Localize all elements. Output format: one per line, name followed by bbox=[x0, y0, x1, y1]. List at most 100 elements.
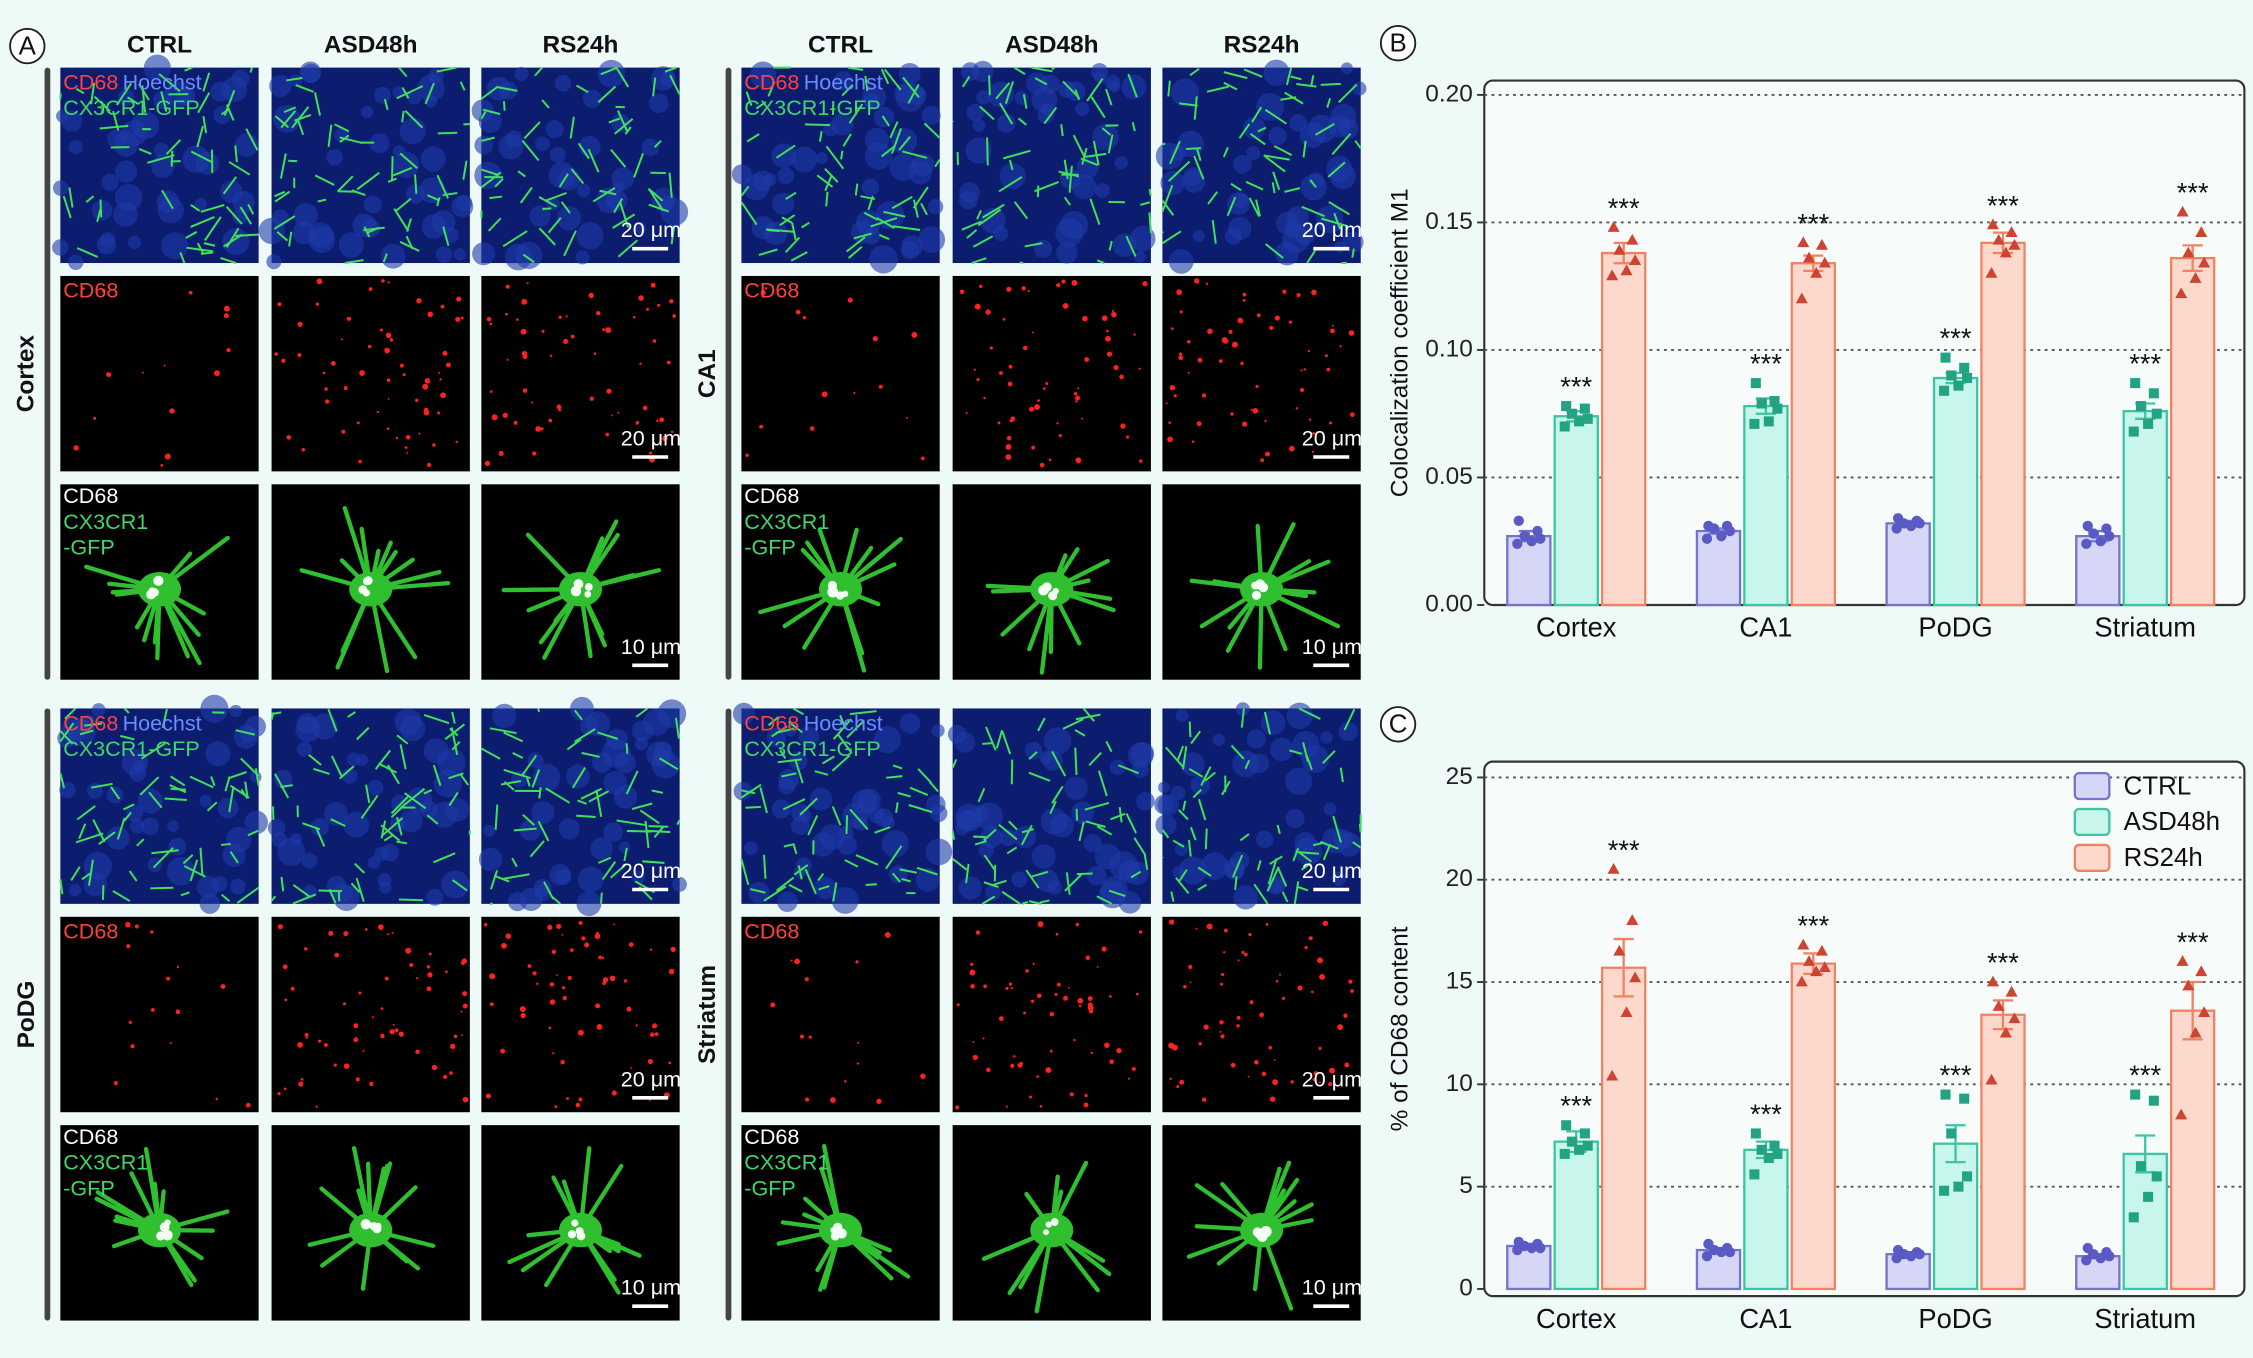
nucleus bbox=[966, 103, 985, 122]
y-tick-label: 0.05 bbox=[1425, 463, 1473, 490]
significance: *** bbox=[1797, 910, 1829, 941]
cd68-signal bbox=[305, 1036, 308, 1039]
nucleus bbox=[976, 90, 991, 105]
cd68-granule bbox=[830, 1226, 837, 1234]
nucleus bbox=[853, 816, 868, 831]
microglia-process bbox=[537, 820, 550, 842]
region-bar bbox=[725, 67, 732, 680]
cd68-signal bbox=[541, 329, 545, 333]
microglia-process bbox=[522, 814, 535, 826]
microglia-process bbox=[383, 834, 394, 842]
nucleus bbox=[927, 199, 944, 215]
cd68-signal bbox=[437, 411, 440, 415]
microglia-process bbox=[625, 743, 629, 754]
nucleus bbox=[576, 891, 602, 917]
nucleus bbox=[1160, 170, 1185, 196]
cd68-signal bbox=[770, 1002, 776, 1008]
microglia-process bbox=[274, 190, 291, 203]
microglia-process bbox=[966, 229, 978, 239]
microglia-process bbox=[350, 882, 361, 894]
cd68-signal bbox=[438, 371, 441, 374]
y-axis-label: Colocalization coefficient M1 bbox=[1386, 188, 1413, 497]
cd68-signal bbox=[346, 316, 352, 321]
cd68-signal bbox=[1303, 368, 1306, 371]
microglia-process bbox=[317, 198, 327, 203]
data-point bbox=[1756, 398, 1767, 409]
microglia-process bbox=[239, 206, 253, 225]
nucleus bbox=[143, 54, 171, 82]
microglia-process bbox=[1314, 123, 1335, 136]
microglia-process bbox=[854, 183, 859, 196]
nucleus bbox=[873, 726, 901, 754]
cd68-signal bbox=[1242, 292, 1247, 297]
microglia-process bbox=[1108, 889, 1126, 898]
microglia-process bbox=[1310, 75, 1315, 86]
cd68-signal bbox=[1168, 421, 1171, 424]
nucleus bbox=[777, 891, 798, 913]
cd68-signal bbox=[1039, 462, 1045, 468]
microglia-process bbox=[448, 791, 459, 807]
cd68-signal bbox=[551, 949, 557, 955]
cd68-signal bbox=[649, 451, 653, 455]
nucleus bbox=[324, 802, 348, 826]
nucleus bbox=[576, 183, 591, 198]
microglia-process bbox=[482, 108, 501, 116]
cd68-signal bbox=[126, 944, 131, 949]
microglia-process bbox=[1249, 133, 1266, 146]
data-point bbox=[1769, 1140, 1780, 1151]
microglia-process bbox=[288, 231, 293, 247]
microglia-process bbox=[1169, 140, 1181, 165]
cd68-signal bbox=[1265, 923, 1269, 926]
cd68-signal bbox=[638, 295, 644, 301]
nucleus bbox=[614, 752, 636, 774]
microglia-process bbox=[909, 786, 929, 796]
microglia-process bbox=[313, 767, 330, 775]
cd68-signal bbox=[213, 370, 220, 377]
cell-label: CD68 bbox=[63, 1124, 118, 1149]
microglia-process bbox=[988, 75, 991, 96]
microglia-process bbox=[1008, 820, 1018, 831]
data-point bbox=[1566, 1136, 1577, 1147]
microglia-process bbox=[617, 110, 629, 133]
cd68-signal bbox=[424, 377, 431, 384]
cd68-signal bbox=[1242, 298, 1246, 302]
nucleus bbox=[1256, 830, 1274, 849]
cd68-signal bbox=[150, 1008, 155, 1012]
cd68-signal bbox=[1168, 1042, 1175, 1049]
cd68-signal bbox=[462, 1096, 469, 1103]
significance: *** bbox=[1560, 1090, 1592, 1121]
microglia-process bbox=[917, 768, 932, 784]
nucleus bbox=[1192, 229, 1205, 243]
microglia-process bbox=[327, 124, 333, 147]
cd68-signal bbox=[1073, 1038, 1076, 1042]
cd68-signal bbox=[169, 408, 175, 414]
data-point bbox=[2151, 408, 2162, 419]
cd68-signal bbox=[857, 1041, 860, 1044]
data-point bbox=[2008, 238, 2021, 250]
cd68-signal bbox=[394, 1028, 399, 1033]
cd68-granule bbox=[1052, 587, 1059, 595]
microglia-process bbox=[1031, 66, 1053, 73]
cd68-signal bbox=[498, 450, 504, 456]
microglia-process bbox=[247, 203, 255, 215]
nucleus bbox=[200, 694, 229, 723]
microglia-process bbox=[90, 82, 96, 105]
cd68-signal bbox=[955, 1105, 960, 1110]
nucleus bbox=[399, 809, 423, 833]
nucleus bbox=[748, 881, 770, 904]
microglia-process bbox=[1182, 800, 1187, 811]
cd68-signal bbox=[1201, 1097, 1207, 1102]
cell-label: -GFP bbox=[744, 535, 795, 560]
nucleus bbox=[1176, 130, 1204, 158]
significance: *** bbox=[2129, 348, 2161, 379]
cd68-signal bbox=[554, 1105, 558, 1109]
microglia-process bbox=[123, 811, 132, 822]
nucleus bbox=[565, 764, 590, 789]
microglia-process bbox=[308, 754, 322, 766]
cd68-signal bbox=[440, 392, 446, 399]
cd68-signal bbox=[1332, 324, 1334, 327]
microglia-process bbox=[513, 827, 537, 832]
microglia-process bbox=[432, 764, 442, 786]
microglia-process bbox=[1332, 815, 1342, 843]
microglia-process bbox=[220, 108, 231, 116]
